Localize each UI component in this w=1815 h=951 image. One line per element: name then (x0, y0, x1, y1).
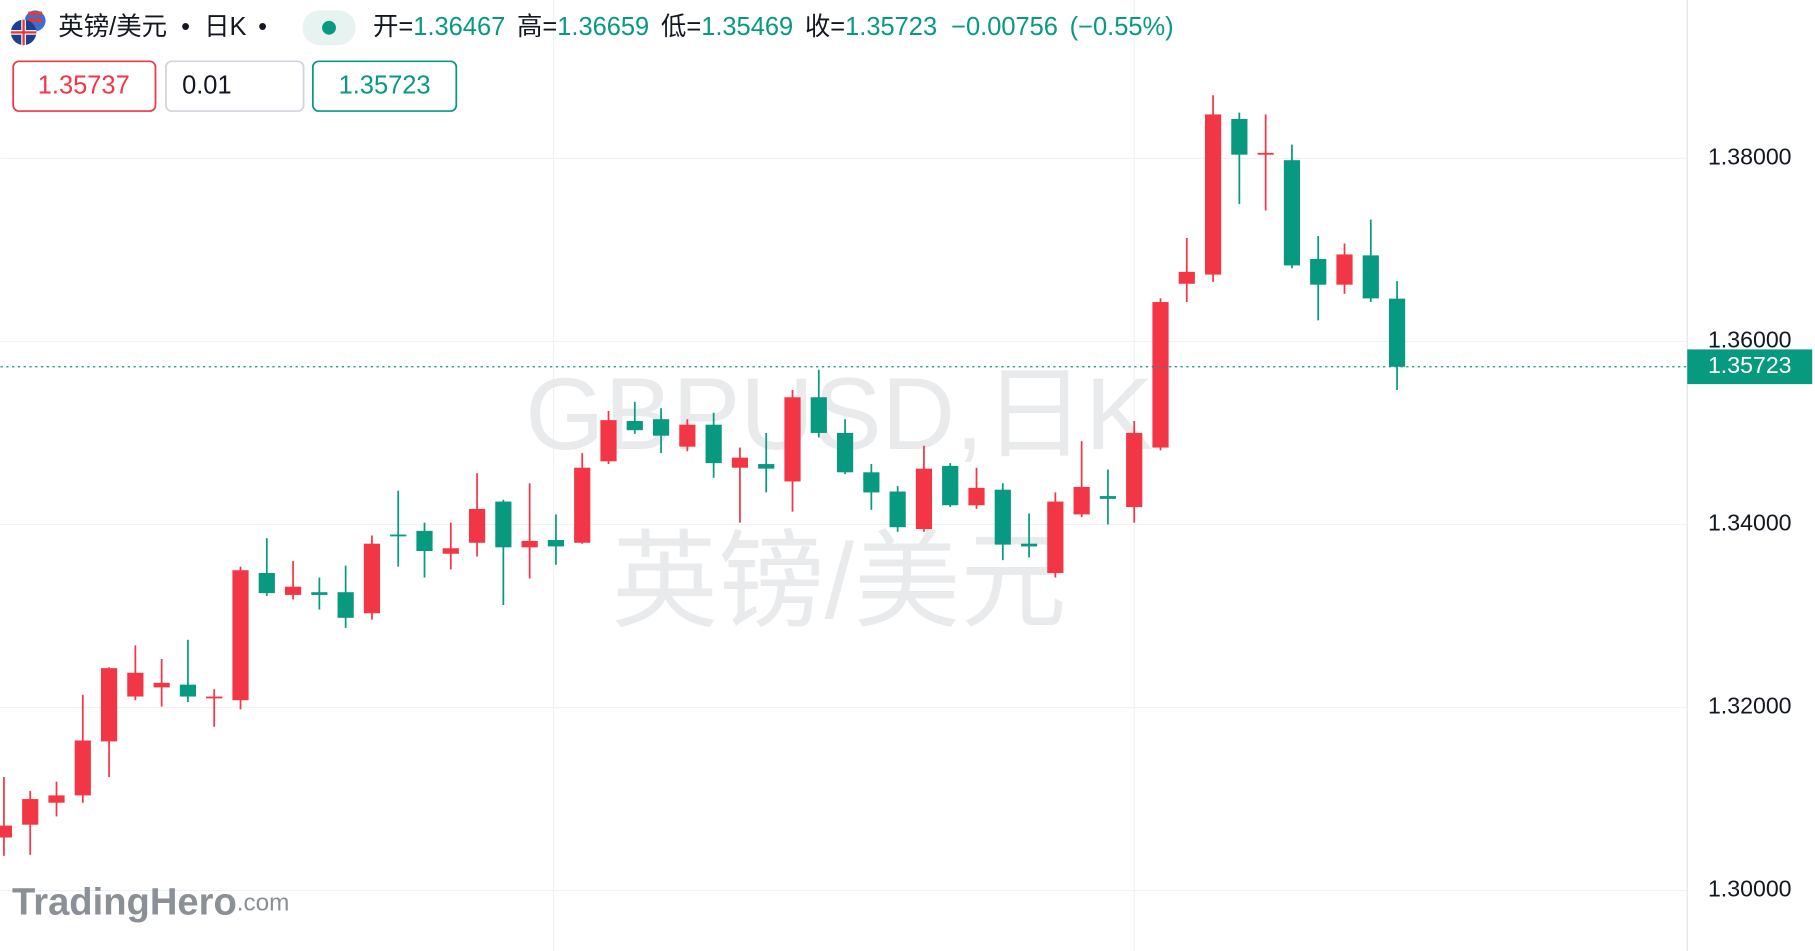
candle-body (600, 420, 617, 462)
y-tick-label: 1.30000 (1708, 876, 1792, 902)
spread-box (165, 60, 305, 112)
y-tick-label: 1.32000 (1708, 693, 1792, 719)
spread: 0.01 (182, 71, 232, 99)
candle-body (153, 682, 170, 688)
candle-body (994, 489, 1011, 545)
candle-body (1257, 152, 1274, 155)
candle-body (758, 464, 775, 469)
candle-body (284, 586, 302, 595)
flag-icon (10, 10, 46, 46)
candle-body (705, 424, 722, 464)
candle-body (1099, 496, 1117, 499)
symbol-info: 英镑/美元 • 日K • (58, 12, 267, 40)
candle-body (679, 424, 696, 447)
last-price-label: 1.35723 (1708, 352, 1792, 378)
interval: 日K (204, 12, 246, 40)
candle-body (48, 795, 65, 803)
candle-body (0, 825, 13, 838)
candle-body (1310, 259, 1327, 285)
candle-body (22, 799, 39, 825)
candle-body (179, 684, 197, 697)
candle-body (390, 534, 407, 537)
y-tick-label: 1.36000 (1708, 327, 1792, 353)
high-label: 高= (517, 12, 557, 40)
candle-body (206, 696, 223, 699)
candle-body (784, 397, 801, 482)
candle-body (1388, 298, 1406, 367)
logo-brand: TradingHero (12, 881, 237, 924)
y-tick-label: 1.34000 (1708, 510, 1792, 536)
candle-body (547, 540, 565, 547)
candle-body (311, 592, 328, 595)
candle-body (1283, 160, 1301, 266)
candle-body (258, 572, 275, 594)
candle-body (968, 487, 985, 506)
candle-body (574, 467, 591, 543)
sell-button[interactable] (12, 60, 157, 112)
candle-body (521, 540, 538, 548)
y-axis: 1.30000 1.32000 1.34000 1.36000 1.38000 1.357… (1687, 143, 1813, 902)
candle-body (442, 548, 459, 554)
sell-price: 1.35737 (38, 71, 130, 99)
change-pct: (−0.55%) (1070, 12, 1174, 40)
separator: • (181, 12, 190, 40)
y-tick-label: 1.38000 (1708, 143, 1792, 169)
status-dot (322, 20, 336, 35)
candle-body (416, 530, 433, 552)
candle-body (1362, 255, 1379, 299)
low-label: 低= (661, 12, 701, 40)
buy-button[interactable] (311, 60, 458, 112)
candle-body (1204, 114, 1222, 275)
separator: • (258, 12, 267, 40)
candle-body (495, 501, 512, 548)
candle-body (889, 491, 906, 528)
buy-price: 1.35723 (339, 71, 431, 99)
candle-body (468, 508, 486, 543)
candle-body (337, 592, 354, 618)
logo: TradingHero.com (12, 881, 289, 924)
close-value: 1.35723 (845, 12, 937, 40)
candle-body (1336, 254, 1353, 285)
candle-body (863, 472, 880, 493)
candle-body (810, 397, 827, 433)
close-label: 收= (805, 12, 845, 40)
low-value: 1.35469 (701, 12, 793, 40)
candle-body (1020, 543, 1038, 547)
candle-body (74, 740, 91, 796)
candle-body (1126, 432, 1143, 508)
candle-body (1047, 501, 1064, 573)
watermark: 英镑/美元 (612, 522, 1067, 641)
last-price-box (1687, 349, 1813, 385)
change: −0.00756 (951, 12, 1058, 40)
high-value: 1.36659 (557, 12, 649, 40)
candles (0, 95, 1688, 856)
candle-body (731, 457, 749, 468)
candle-body (836, 432, 854, 473)
candle-body (1152, 302, 1169, 448)
candle-body (363, 543, 381, 614)
symbol: 英镑/美元 (58, 12, 167, 40)
ohlc: 开=1.36467 高=1.36659 低=1.35469 收=1.35723 … (373, 12, 1174, 40)
candle-body (915, 468, 933, 530)
candle-body (127, 672, 144, 697)
logo-suffix: .com (237, 890, 290, 917)
candle-body (1073, 486, 1090, 515)
candle-body (942, 465, 959, 506)
grid (0, 157, 1688, 892)
candle-body (652, 419, 670, 436)
candle-body (100, 668, 118, 742)
open-value: 1.36467 (413, 12, 505, 40)
candle-body (626, 421, 643, 431)
candle-body (1178, 271, 1195, 284)
open-label: 开= (373, 12, 413, 40)
candle-body (1231, 118, 1248, 155)
candle-body (232, 570, 249, 701)
